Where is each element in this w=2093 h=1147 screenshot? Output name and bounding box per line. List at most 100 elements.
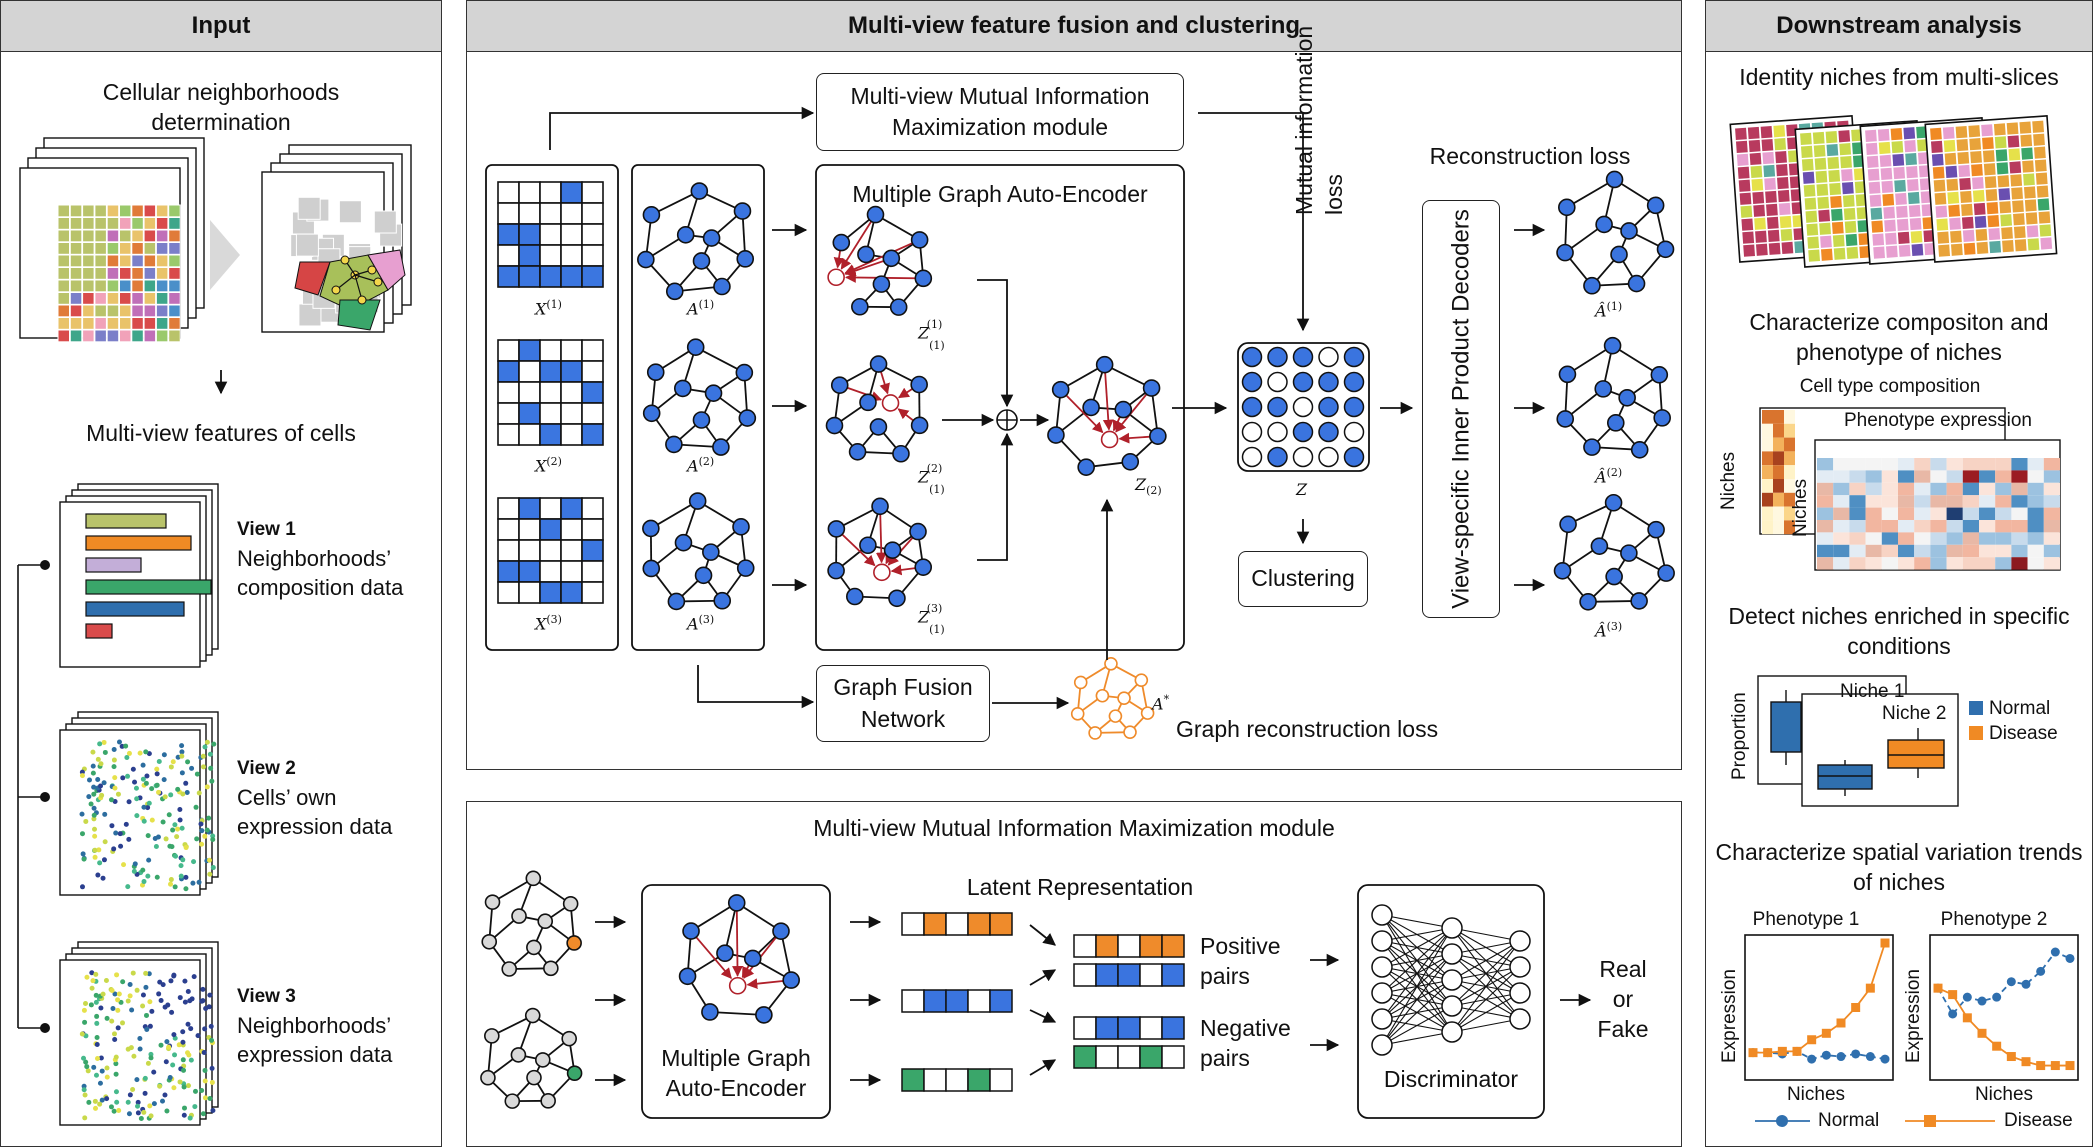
mosaic-cell xyxy=(94,329,107,343)
expression-dot xyxy=(175,786,181,792)
graph-edge xyxy=(492,877,534,903)
niche-cell xyxy=(1864,141,1879,157)
mosaic-cell xyxy=(168,279,181,293)
graph-node xyxy=(1583,276,1601,295)
z-cell xyxy=(1267,446,1288,468)
expression-dot xyxy=(200,986,206,992)
niche-cell xyxy=(2021,159,2036,174)
expression-dot xyxy=(120,775,126,781)
matrix-cell xyxy=(518,339,541,362)
matrix-cell xyxy=(518,181,541,204)
niche-cell xyxy=(1897,243,1912,258)
expression-dot xyxy=(185,1050,191,1056)
expression-dot xyxy=(144,1012,150,1018)
graph-node xyxy=(1149,427,1167,445)
niche-cell xyxy=(2010,186,2025,201)
graph-node xyxy=(501,961,518,977)
expression-dot xyxy=(188,1026,194,1032)
data-point-disease xyxy=(1807,1035,1817,1045)
expression-dot xyxy=(129,1007,135,1013)
vector-cell xyxy=(901,912,925,936)
matrix-cell xyxy=(539,181,562,204)
expression-dot xyxy=(155,834,161,840)
z-label: Z xyxy=(1296,480,1308,499)
niche-cell xyxy=(1780,240,1795,256)
mosaic-cell xyxy=(69,242,83,255)
niche-cell xyxy=(1980,123,1994,138)
graph-node xyxy=(736,250,755,268)
phenotype-expr-label: Phenotype expression xyxy=(1843,410,2032,431)
expression-dot xyxy=(202,744,208,750)
niche-cell xyxy=(2006,134,2021,149)
z-cell xyxy=(1241,446,1263,468)
niche-cell xyxy=(2001,238,2015,254)
heatmap-cell xyxy=(1979,557,1996,570)
niche-cell xyxy=(2039,236,2054,251)
expression-dot xyxy=(116,1107,122,1113)
matrix-cell xyxy=(518,360,541,383)
expression-dot xyxy=(189,765,195,771)
expression-dot xyxy=(104,1096,110,1102)
expression-y-label-1: Expression xyxy=(1719,969,1740,1063)
niche-cell xyxy=(1985,200,2000,216)
expression-dot xyxy=(110,1005,116,1011)
z1-label: Z(1)(1) xyxy=(918,318,945,352)
heatmap-cell xyxy=(1762,492,1773,507)
mosaic-cell xyxy=(131,267,144,280)
mosaic-cell xyxy=(143,229,157,243)
matrix-cell xyxy=(518,381,541,404)
line-legend-disease-marker xyxy=(1924,1115,1936,1127)
graph-node xyxy=(713,591,732,610)
composition-bar xyxy=(85,557,142,573)
mosaic-cell xyxy=(155,267,169,280)
expression-dot xyxy=(116,991,122,997)
graph-node xyxy=(561,1030,577,1047)
expression-dot xyxy=(133,785,139,791)
mosaic-cell xyxy=(69,254,83,268)
graph-edge xyxy=(1612,344,1660,376)
niche-cell xyxy=(1998,200,2013,215)
mosaic-cell xyxy=(131,204,144,218)
expression-dot xyxy=(161,752,167,758)
expression-dot xyxy=(80,851,86,857)
niche-cell xyxy=(1992,122,2007,137)
niche-cell xyxy=(1928,126,1943,142)
graph-node xyxy=(1605,567,1623,586)
expression-dot xyxy=(98,1005,104,1011)
niche2-label: Niche 2 xyxy=(1882,703,1947,724)
expression-dot xyxy=(182,978,188,984)
expression-dot xyxy=(168,764,174,770)
expression-dot xyxy=(141,818,147,824)
expression-dot xyxy=(203,1006,209,1012)
z-cell xyxy=(1343,346,1365,368)
expression-dot xyxy=(179,743,185,749)
expression-dot xyxy=(180,1039,186,1045)
z-cell xyxy=(1241,421,1263,443)
expression-dot xyxy=(140,867,146,873)
neighborhood-region xyxy=(337,299,381,331)
heatmap-cell xyxy=(1784,465,1795,479)
expression-dot xyxy=(198,821,204,827)
niche-cell xyxy=(1760,137,1775,153)
graph-edge xyxy=(1566,178,1616,209)
mosaic-cell xyxy=(119,229,132,243)
expression-dot xyxy=(102,839,108,845)
expression-dot xyxy=(132,779,138,785)
graph-node xyxy=(873,563,891,582)
chevron-right-icon xyxy=(210,220,240,290)
z-cell xyxy=(1292,346,1314,368)
vector-cell xyxy=(989,912,1013,936)
nn-edge xyxy=(1381,1031,1453,1046)
expression-dot xyxy=(115,791,121,797)
expression-dot xyxy=(120,1020,126,1026)
graph-node xyxy=(1595,215,1613,234)
niche-cell xyxy=(1775,175,1790,191)
arrow-mim-z xyxy=(1198,112,1310,332)
z-cell xyxy=(1267,346,1288,368)
niche-cell xyxy=(1878,153,1893,169)
mosaic-cell xyxy=(143,292,157,305)
matrix-cell xyxy=(539,560,562,583)
line-legend-normal: Normal xyxy=(1818,1110,1880,1131)
graph-node xyxy=(1620,222,1638,240)
heatmap-cell xyxy=(1914,544,1931,558)
